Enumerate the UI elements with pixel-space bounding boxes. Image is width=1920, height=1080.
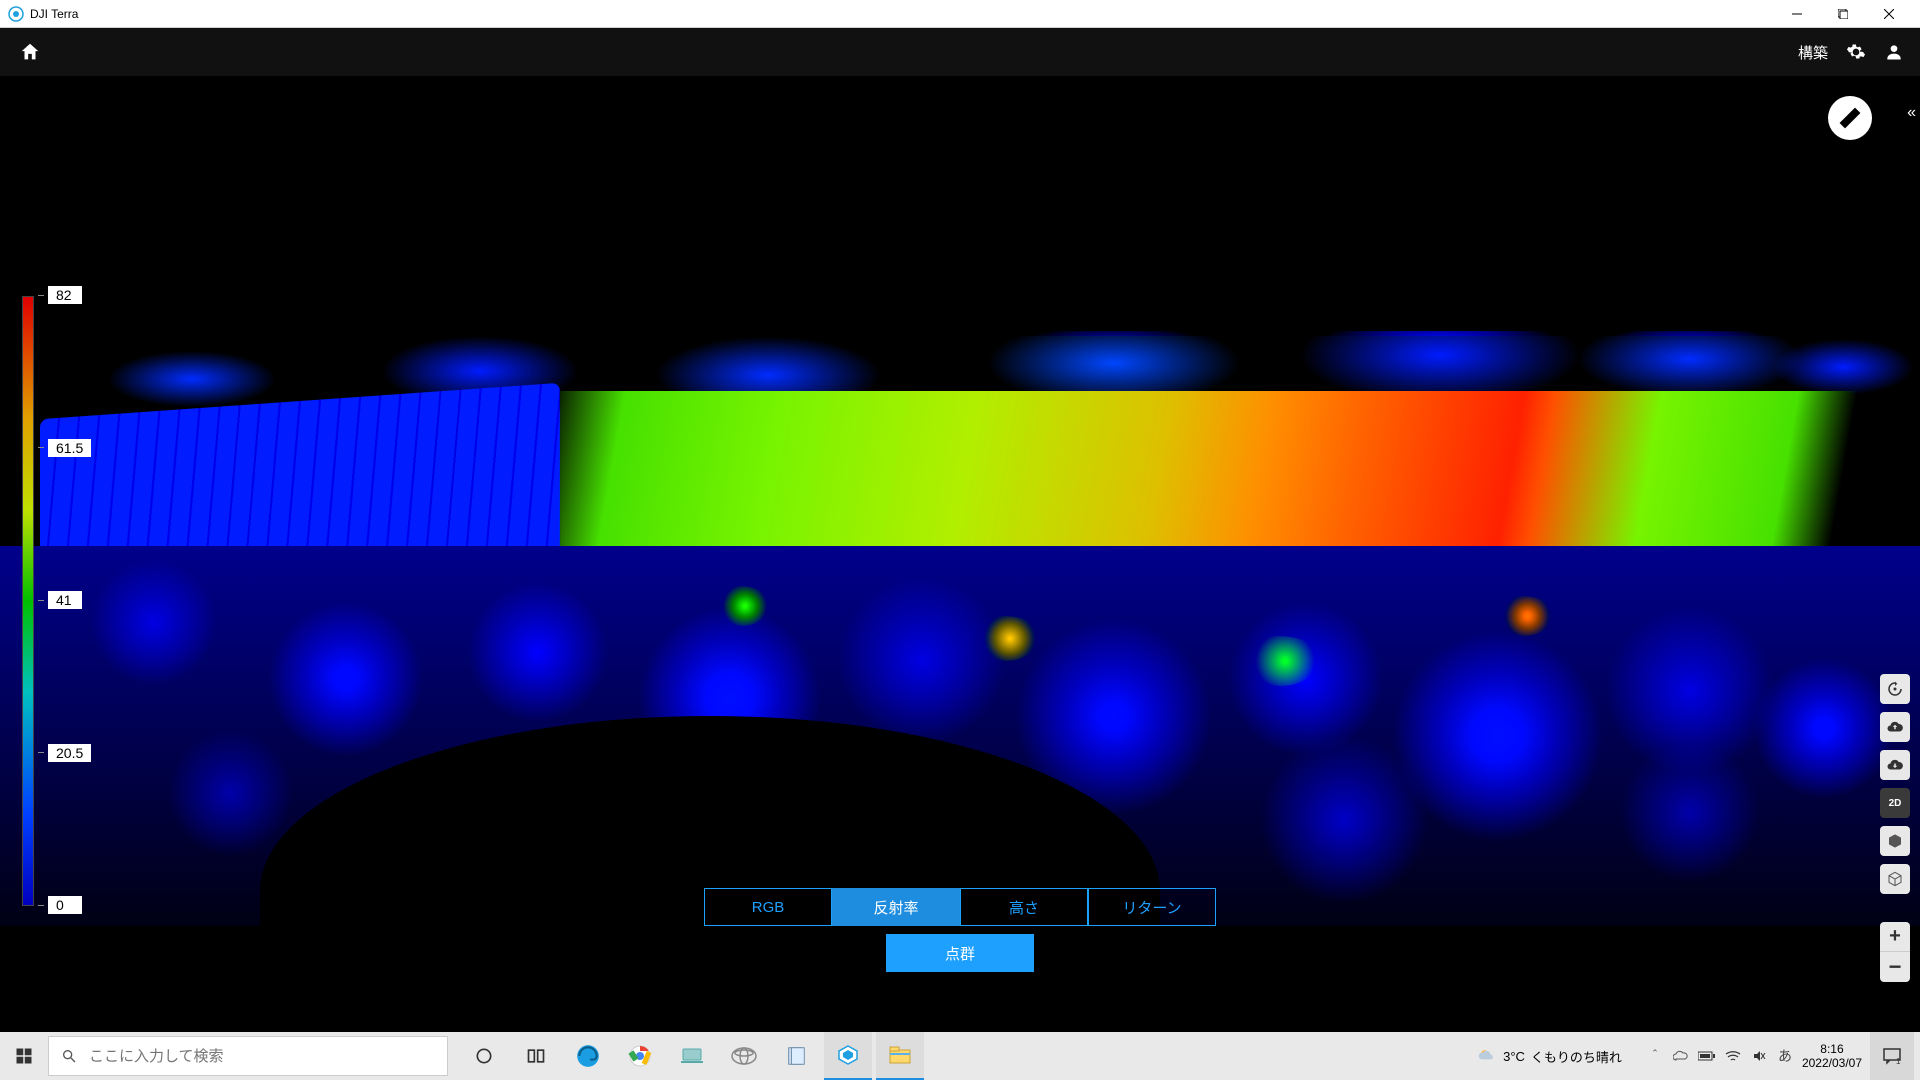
app-header: 構築 xyxy=(0,28,1920,76)
home-button[interactable] xyxy=(16,38,44,66)
laptop-app-icon[interactable] xyxy=(668,1032,716,1080)
cloud-download-button[interactable] xyxy=(1880,750,1910,780)
legend-max: 82 xyxy=(48,286,82,304)
cube-solid-button[interactable] xyxy=(1880,826,1910,856)
tray-onedrive-icon[interactable] xyxy=(1672,1047,1690,1065)
toyota-app-icon[interactable] xyxy=(720,1032,768,1080)
tab-return[interactable]: リターン xyxy=(1088,888,1216,926)
legend-q3: 61.5 xyxy=(48,439,91,457)
window-titlebar: DJI Terra xyxy=(0,0,1920,28)
tray-chevron-icon[interactable]: ＾ xyxy=(1646,1047,1664,1065)
weather-widget[interactable]: 3°C くもりのち晴れ xyxy=(1477,1046,1622,1066)
tray-ime-indicator[interactable]: あ xyxy=(1776,1047,1794,1065)
window-title: DJI Terra xyxy=(30,7,1774,21)
tab-pointcloud[interactable]: 点群 xyxy=(886,934,1034,972)
cloud-upload-button[interactable] xyxy=(1880,712,1910,742)
display-mode-tabs: RGB 反射率 高さ リターン 点群 xyxy=(704,888,1216,972)
settings-button[interactable] xyxy=(1846,42,1866,62)
legend-q1: 20.5 xyxy=(48,744,91,762)
tab-rgb[interactable]: RGB xyxy=(704,888,832,926)
view-tools: 2D + − xyxy=(1880,674,1910,982)
start-button[interactable] xyxy=(0,1032,48,1080)
svg-text:1: 1 xyxy=(1896,1057,1901,1065)
timeline-button[interactable] xyxy=(512,1032,560,1080)
zoom-out-button[interactable]: − xyxy=(1880,952,1910,982)
mode-2d-button[interactable]: 2D xyxy=(1880,788,1910,818)
legend-mid: 41 xyxy=(48,591,82,609)
notes-app-icon[interactable] xyxy=(772,1032,820,1080)
account-button[interactable] xyxy=(1884,42,1904,62)
weather-icon xyxy=(1477,1046,1497,1066)
dji-terra-app-icon[interactable] xyxy=(824,1032,872,1080)
window-minimize-button[interactable] xyxy=(1774,0,1820,28)
chrome-app-icon[interactable] xyxy=(616,1032,664,1080)
tray-clock[interactable]: 8:16 2022/03/07 xyxy=(1802,1042,1862,1071)
measure-button[interactable] xyxy=(1828,96,1872,140)
legend-min: 0 xyxy=(48,896,82,914)
window-close-button[interactable] xyxy=(1866,0,1912,28)
pointcloud-viewport[interactable]: 82 61.5 41 20.5 0 « 2D + − RGB 反射率 高さ リタ… xyxy=(0,76,1920,1032)
cube-wire-button[interactable] xyxy=(1880,864,1910,894)
tray-volume-icon[interactable] xyxy=(1750,1047,1768,1065)
search-icon xyxy=(49,1048,89,1064)
clock-time: 8:16 xyxy=(1802,1042,1862,1056)
clock-date: 2022/03/07 xyxy=(1802,1056,1862,1070)
window-maximize-button[interactable] xyxy=(1820,0,1866,28)
zoom-in-button[interactable]: + xyxy=(1880,922,1910,952)
color-legend: 82 61.5 41 20.5 0 xyxy=(22,296,38,906)
build-menu[interactable]: 構築 xyxy=(1798,42,1828,63)
tab-reflectivity[interactable]: 反射率 xyxy=(832,888,960,926)
tray-battery-icon[interactable] xyxy=(1698,1047,1716,1065)
taskbar-search[interactable] xyxy=(48,1036,448,1076)
app-icon xyxy=(8,6,24,22)
view-reset-button[interactable] xyxy=(1880,674,1910,704)
tray-wifi-icon[interactable] xyxy=(1724,1047,1742,1065)
panel-collapse-button[interactable]: « xyxy=(1907,104,1916,122)
explorer-app-icon[interactable] xyxy=(876,1032,924,1080)
tab-height[interactable]: 高さ xyxy=(960,888,1088,926)
weather-temp: 3°C xyxy=(1503,1049,1525,1064)
legend-gradient-bar xyxy=(22,296,34,906)
taskview-button[interactable] xyxy=(460,1032,508,1080)
weather-text: くもりのち晴れ xyxy=(1531,1047,1622,1066)
search-input[interactable] xyxy=(89,1048,447,1065)
notification-center-button[interactable]: 1 xyxy=(1870,1032,1914,1080)
windows-taskbar: 3°C くもりのち晴れ ＾ あ 8:16 2022/03/07 1 xyxy=(0,1032,1920,1080)
edge-app-icon[interactable] xyxy=(564,1032,612,1080)
